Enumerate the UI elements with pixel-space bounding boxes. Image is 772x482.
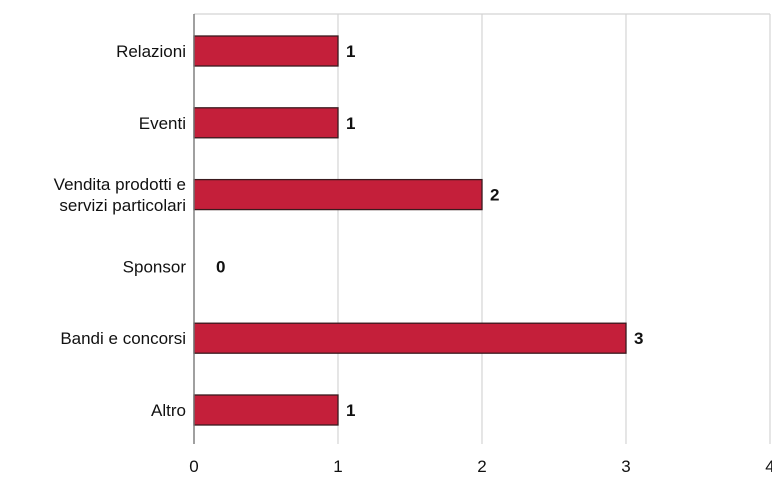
x-tick-label: 4 (765, 457, 772, 476)
category-label: Altro (151, 401, 186, 420)
category-label: Eventi (139, 114, 186, 133)
category-label-line: Eventi (139, 114, 186, 133)
label-layer: 1 Relazioni 1 Eventi 2 Vendita prodotti e serv… (54, 42, 644, 420)
data-label: 0 (216, 257, 225, 276)
x-tick-label: 0 (189, 457, 198, 476)
grid-layer (194, 13, 771, 444)
bar-layer (193, 35, 627, 426)
category-label: Vendita prodotti e servizi particolari (54, 175, 186, 215)
category-label: Relazioni (116, 42, 186, 61)
bar-4 (193, 322, 627, 354)
bar-5 (193, 394, 339, 426)
data-label: 1 (346, 42, 355, 61)
category-label: Bandi e concorsi (60, 329, 186, 348)
data-label: 2 (490, 186, 499, 205)
data-label: 1 (346, 401, 355, 420)
category-label-line: Relazioni (116, 42, 186, 61)
data-label: 1 (346, 114, 355, 133)
bar-1 (193, 107, 339, 139)
category-label-line: Sponsor (123, 257, 187, 276)
x-tick-label: 3 (621, 457, 630, 476)
bar-2 (193, 178, 483, 211)
category-label: Sponsor (123, 257, 187, 276)
data-label: 3 (634, 329, 643, 348)
category-label-line: Vendita prodotti e (54, 175, 186, 194)
category-label-line: Altro (151, 401, 186, 420)
axis-layer: 0 1 2 3 4 (189, 14, 772, 476)
category-label-line: Bandi e concorsi (60, 329, 186, 348)
category-label-line: servizi particolari (59, 196, 186, 215)
bar-0 (193, 35, 339, 67)
x-tick-label: 2 (477, 457, 486, 476)
x-tick-label: 1 (333, 457, 342, 476)
